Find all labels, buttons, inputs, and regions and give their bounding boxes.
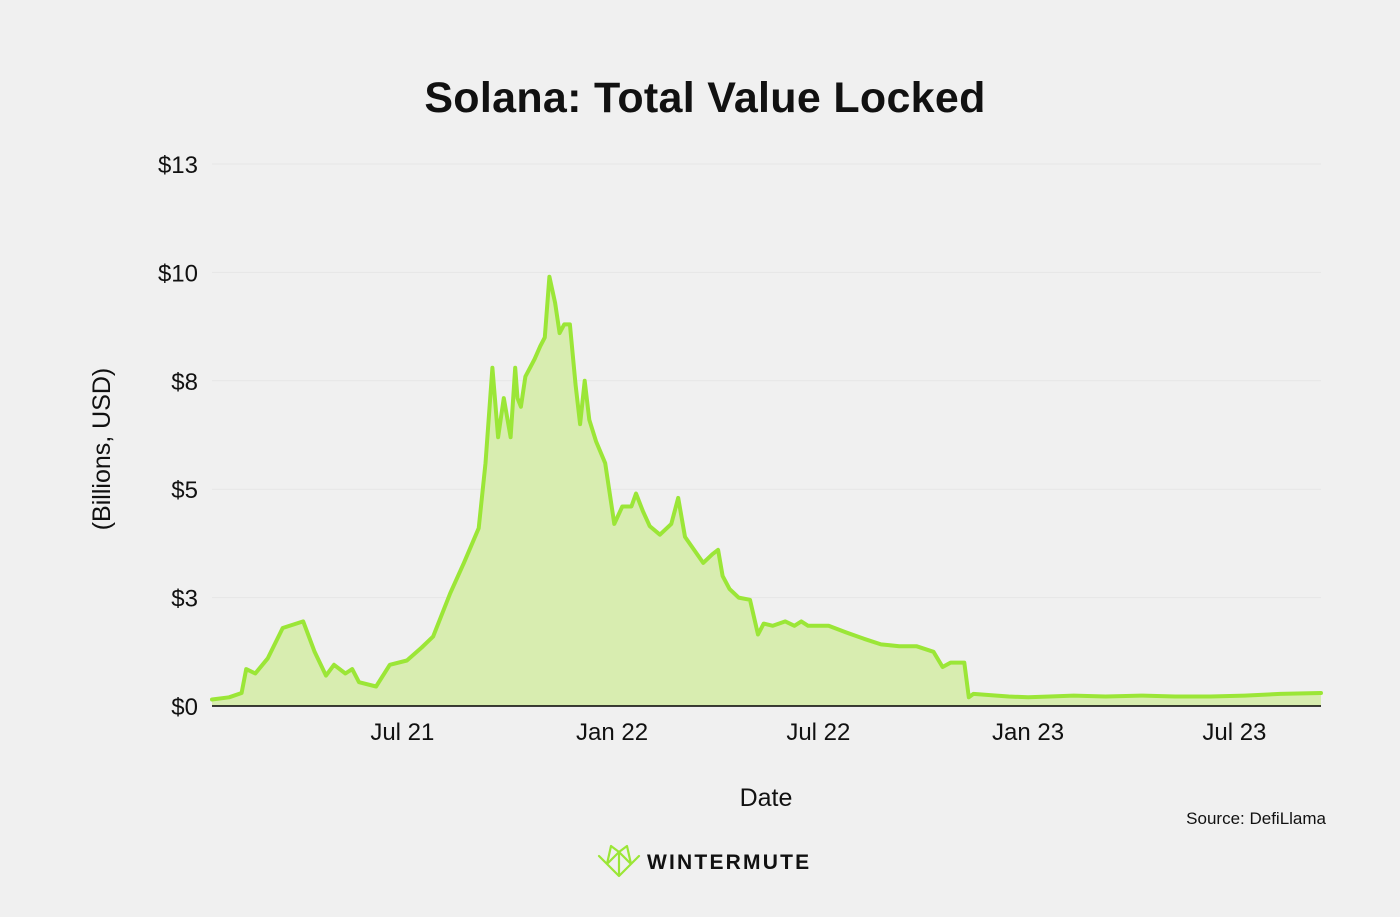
y-tick-label: $13 (158, 152, 198, 179)
x-tick-label: Jul 23 (1202, 719, 1266, 746)
x-axis-label: Date (740, 784, 793, 812)
chart-title: Solana: Total Value Locked (424, 74, 986, 122)
x-tick-label: Jan 22 (576, 719, 648, 746)
brand-logo: WINTERMUTE (597, 842, 811, 883)
y-axis-label: (Billions, USD) (88, 368, 116, 531)
y-tick-label: $10 (158, 260, 198, 287)
y-tick-label: $0 (171, 694, 198, 721)
source-note: Source: DefiLlama (1186, 809, 1326, 828)
x-axis-ticks: Jul 21 Jan 22 Jul 22 Jan 23 Jul 23 (370, 719, 1266, 746)
y-tick-label: $3 (171, 586, 198, 613)
y-tick-label: $5 (171, 477, 198, 504)
y-tick-label: $8 (171, 369, 198, 396)
x-tick-label: Jul 22 (786, 719, 850, 746)
x-tick-label: Jul 21 (370, 719, 434, 746)
grid-lines (212, 163, 1321, 599)
series-line (210, 274, 1323, 702)
brand-name: WINTERMUTE (647, 850, 812, 874)
x-tick-label: Jan 23 (992, 719, 1064, 746)
series-area (212, 276, 1321, 706)
wintermute-logo-icon (597, 842, 641, 883)
y-axis-ticks: $0 $3 $5 $8 $10 $13 (158, 152, 198, 721)
